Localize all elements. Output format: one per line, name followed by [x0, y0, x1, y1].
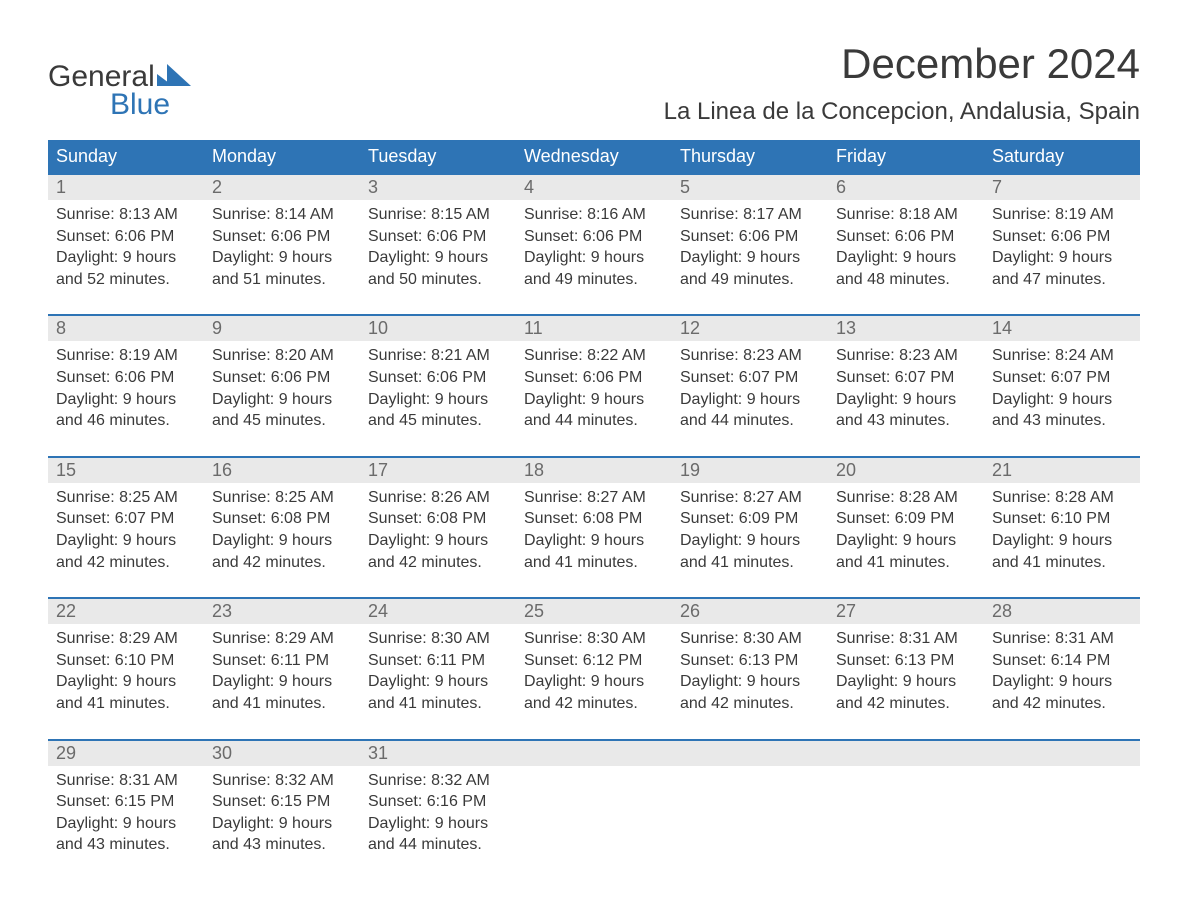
day-number — [672, 740, 828, 766]
day-number-row: 891011121314 — [48, 315, 1140, 341]
day-number: 13 — [828, 315, 984, 341]
day-number: 29 — [48, 740, 204, 766]
day-cell: Sunrise: 8:23 AMSunset: 6:07 PMDaylight:… — [672, 341, 828, 456]
day-number-row: 15161718192021 — [48, 457, 1140, 483]
day-number: 10 — [360, 315, 516, 341]
day-number: 9 — [204, 315, 360, 341]
day-cell: Sunrise: 8:31 AMSunset: 6:14 PMDaylight:… — [984, 624, 1140, 739]
day-cell: Sunrise: 8:17 AMSunset: 6:06 PMDaylight:… — [672, 200, 828, 315]
day-header-row: SundayMondayTuesdayWednesdayThursdayFrid… — [48, 140, 1140, 174]
day-cell: Sunrise: 8:29 AMSunset: 6:10 PMDaylight:… — [48, 624, 204, 739]
day-cell: Sunrise: 8:23 AMSunset: 6:07 PMDaylight:… — [828, 341, 984, 456]
day-number — [984, 740, 1140, 766]
day-number: 12 — [672, 315, 828, 341]
day-cell: Sunrise: 8:15 AMSunset: 6:06 PMDaylight:… — [360, 200, 516, 315]
day-cell — [984, 766, 1140, 864]
logo: General Blue — [48, 60, 191, 122]
day-cell: Sunrise: 8:18 AMSunset: 6:06 PMDaylight:… — [828, 200, 984, 315]
day-cell: Sunrise: 8:22 AMSunset: 6:06 PMDaylight:… — [516, 341, 672, 456]
day-cell: Sunrise: 8:27 AMSunset: 6:09 PMDaylight:… — [672, 483, 828, 598]
day-number: 3 — [360, 174, 516, 200]
day-number: 22 — [48, 598, 204, 624]
month-title: December 2024 — [664, 40, 1140, 88]
day-content-row: Sunrise: 8:31 AMSunset: 6:15 PMDaylight:… — [48, 766, 1140, 864]
day-header: Friday — [828, 140, 984, 174]
day-cell — [516, 766, 672, 864]
day-number: 6 — [828, 174, 984, 200]
day-cell: Sunrise: 8:27 AMSunset: 6:08 PMDaylight:… — [516, 483, 672, 598]
day-number-row: 22232425262728 — [48, 598, 1140, 624]
day-cell: Sunrise: 8:30 AMSunset: 6:13 PMDaylight:… — [672, 624, 828, 739]
day-header: Wednesday — [516, 140, 672, 174]
day-header: Saturday — [984, 140, 1140, 174]
day-header: Thursday — [672, 140, 828, 174]
day-number-row: 293031 — [48, 740, 1140, 766]
day-header: Tuesday — [360, 140, 516, 174]
day-number: 18 — [516, 457, 672, 483]
day-cell: Sunrise: 8:31 AMSunset: 6:15 PMDaylight:… — [48, 766, 204, 864]
day-cell: Sunrise: 8:25 AMSunset: 6:07 PMDaylight:… — [48, 483, 204, 598]
page-header: General Blue December 2024 La Linea de l… — [48, 40, 1140, 126]
day-cell: Sunrise: 8:31 AMSunset: 6:13 PMDaylight:… — [828, 624, 984, 739]
day-number: 7 — [984, 174, 1140, 200]
day-content-row: Sunrise: 8:25 AMSunset: 6:07 PMDaylight:… — [48, 483, 1140, 598]
day-number: 15 — [48, 457, 204, 483]
day-cell: Sunrise: 8:19 AMSunset: 6:06 PMDaylight:… — [48, 341, 204, 456]
day-number — [828, 740, 984, 766]
day-cell: Sunrise: 8:16 AMSunset: 6:06 PMDaylight:… — [516, 200, 672, 315]
calendar-table: SundayMondayTuesdayWednesdayThursdayFrid… — [48, 140, 1140, 864]
day-number: 20 — [828, 457, 984, 483]
day-header: Sunday — [48, 140, 204, 174]
day-number: 25 — [516, 598, 672, 624]
day-content-row: Sunrise: 8:13 AMSunset: 6:06 PMDaylight:… — [48, 200, 1140, 315]
day-cell: Sunrise: 8:32 AMSunset: 6:15 PMDaylight:… — [204, 766, 360, 864]
day-header: Monday — [204, 140, 360, 174]
day-number: 27 — [828, 598, 984, 624]
logo-text-blue: Blue — [110, 88, 191, 122]
day-number: 11 — [516, 315, 672, 341]
day-number: 2 — [204, 174, 360, 200]
day-cell: Sunrise: 8:25 AMSunset: 6:08 PMDaylight:… — [204, 483, 360, 598]
day-cell: Sunrise: 8:30 AMSunset: 6:11 PMDaylight:… — [360, 624, 516, 739]
day-cell: Sunrise: 8:28 AMSunset: 6:09 PMDaylight:… — [828, 483, 984, 598]
day-cell: Sunrise: 8:26 AMSunset: 6:08 PMDaylight:… — [360, 483, 516, 598]
day-cell: Sunrise: 8:14 AMSunset: 6:06 PMDaylight:… — [204, 200, 360, 315]
title-block: December 2024 La Linea de la Concepcion,… — [664, 40, 1140, 126]
day-number: 17 — [360, 457, 516, 483]
day-cell: Sunrise: 8:21 AMSunset: 6:06 PMDaylight:… — [360, 341, 516, 456]
day-number: 19 — [672, 457, 828, 483]
day-number: 24 — [360, 598, 516, 624]
day-cell: Sunrise: 8:28 AMSunset: 6:10 PMDaylight:… — [984, 483, 1140, 598]
day-number: 31 — [360, 740, 516, 766]
day-cell: Sunrise: 8:32 AMSunset: 6:16 PMDaylight:… — [360, 766, 516, 864]
day-cell: Sunrise: 8:13 AMSunset: 6:06 PMDaylight:… — [48, 200, 204, 315]
day-cell: Sunrise: 8:20 AMSunset: 6:06 PMDaylight:… — [204, 341, 360, 456]
day-cell — [828, 766, 984, 864]
day-cell: Sunrise: 8:30 AMSunset: 6:12 PMDaylight:… — [516, 624, 672, 739]
day-number: 14 — [984, 315, 1140, 341]
day-number: 5 — [672, 174, 828, 200]
day-cell — [672, 766, 828, 864]
day-number: 1 — [48, 174, 204, 200]
day-number: 23 — [204, 598, 360, 624]
day-content-row: Sunrise: 8:29 AMSunset: 6:10 PMDaylight:… — [48, 624, 1140, 739]
day-number: 26 — [672, 598, 828, 624]
day-number: 16 — [204, 457, 360, 483]
location-subtitle: La Linea de la Concepcion, Andalusia, Sp… — [664, 98, 1140, 126]
day-number — [516, 740, 672, 766]
day-number: 8 — [48, 315, 204, 341]
day-cell: Sunrise: 8:19 AMSunset: 6:06 PMDaylight:… — [984, 200, 1140, 315]
day-number: 28 — [984, 598, 1140, 624]
day-number: 21 — [984, 457, 1140, 483]
day-cell: Sunrise: 8:29 AMSunset: 6:11 PMDaylight:… — [204, 624, 360, 739]
day-number: 4 — [516, 174, 672, 200]
day-content-row: Sunrise: 8:19 AMSunset: 6:06 PMDaylight:… — [48, 341, 1140, 456]
day-cell: Sunrise: 8:24 AMSunset: 6:07 PMDaylight:… — [984, 341, 1140, 456]
day-number: 30 — [204, 740, 360, 766]
day-number-row: 1234567 — [48, 174, 1140, 200]
